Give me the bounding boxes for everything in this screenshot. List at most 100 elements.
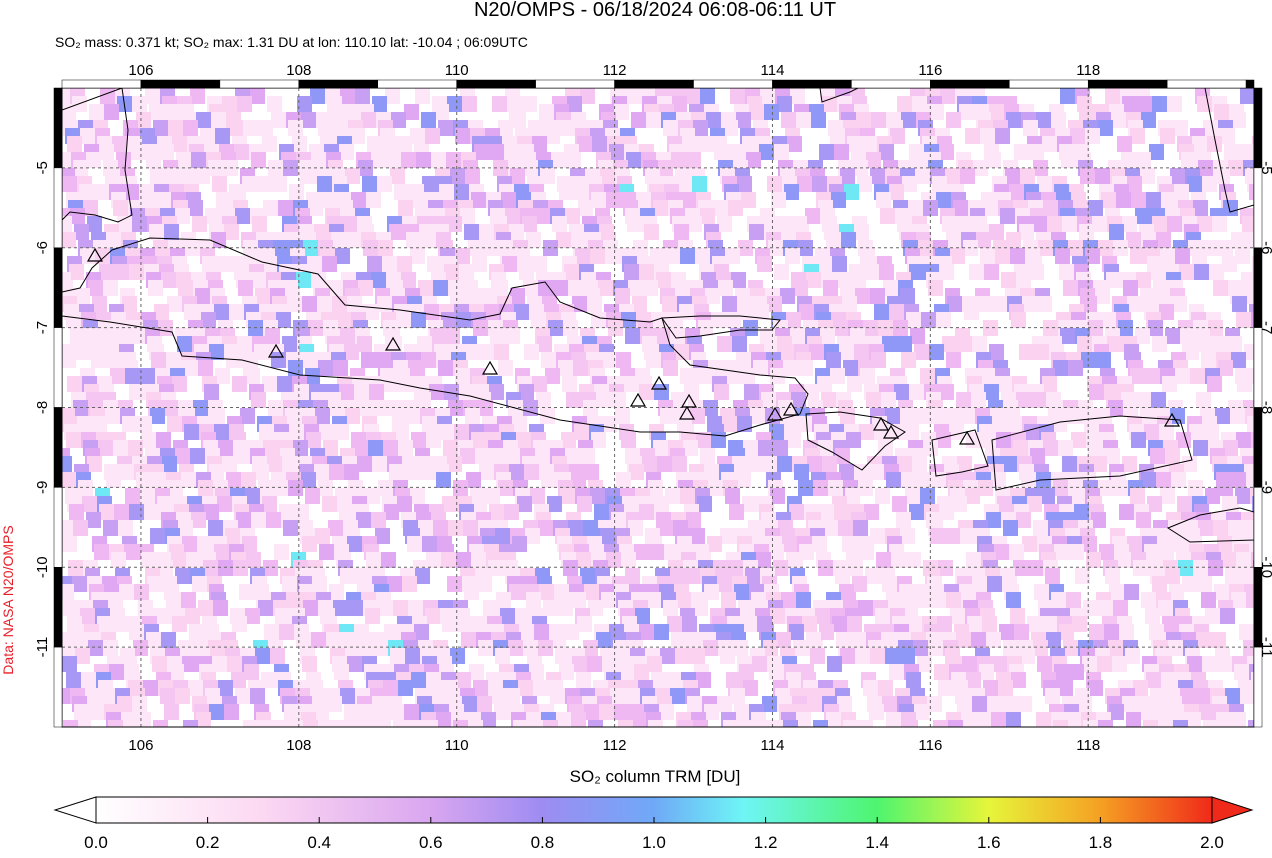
cell [378,240,393,256]
cell [132,96,147,112]
cell [1231,472,1246,488]
colorbar-over [1211,796,1254,824]
cell [1002,456,1017,472]
cell [580,88,595,104]
cell [378,600,393,616]
cell [1010,248,1025,264]
cell [866,152,881,168]
cell [103,280,118,296]
cell [834,144,849,160]
cell [789,504,804,520]
cell [634,664,649,680]
cell [1066,592,1081,608]
cell [885,408,900,424]
cell [72,576,87,592]
cell [1068,240,1083,256]
cell [894,384,909,400]
cell [961,712,976,727]
cell [646,112,661,128]
cell [930,408,945,424]
cell [1143,720,1158,727]
cell [226,352,241,368]
cell [553,280,568,296]
cell [75,288,90,304]
cell [621,432,636,448]
cell [889,304,904,320]
cell [91,352,106,368]
cell [1017,696,1032,712]
cell [1149,264,1164,280]
cell [315,528,330,544]
cell [129,624,144,640]
cell [931,592,946,608]
cell [540,168,555,184]
cell [1190,368,1205,384]
cell [1173,720,1188,727]
cell [263,440,278,456]
cell [406,232,421,248]
cell [827,656,842,672]
cell [568,280,583,296]
cell [229,304,244,320]
cell [450,288,465,304]
cell [185,608,200,624]
cell [739,664,754,680]
cell [870,168,885,184]
cell [678,720,693,727]
cell [398,200,413,216]
cell [989,104,1004,120]
cell [1152,96,1167,112]
cell [1136,152,1151,168]
cell [791,392,806,408]
cell [502,256,517,272]
cell [1037,296,1052,312]
cell [1042,136,1057,152]
cell [1020,648,1035,664]
cell [274,544,289,560]
cell [66,672,81,688]
cell [436,712,451,727]
coast-borneo-west [819,88,859,103]
cell [705,288,720,304]
cell [802,616,817,632]
cell [1223,440,1238,456]
cell [454,184,469,200]
cell [1027,496,1042,512]
cell [644,224,659,240]
cell [625,688,640,704]
cell [566,152,581,168]
cell [1196,392,1211,408]
cell [389,224,404,240]
cell [591,192,606,208]
cell [1156,472,1171,488]
cell [1126,712,1141,727]
cell [1228,520,1243,536]
cell [828,480,843,496]
cell [180,168,195,184]
cell [366,552,381,568]
cell [882,576,897,592]
cell [749,224,764,240]
cell [339,384,354,400]
cell [583,640,598,656]
cell [1047,216,1062,232]
cell [262,136,277,152]
cell [780,288,795,304]
cell [383,680,398,696]
cell [551,632,566,648]
cell [496,592,511,608]
cell [326,632,341,648]
cell [106,232,121,248]
cell [1059,264,1074,280]
cell [1170,168,1185,184]
cell [723,120,738,136]
cell [108,720,123,727]
cell [526,232,541,248]
cell [475,448,490,464]
cell [473,320,488,336]
cell [184,424,199,440]
cell [965,128,980,144]
cell [704,584,719,600]
cell [1117,136,1132,152]
frame-bar [140,79,221,89]
